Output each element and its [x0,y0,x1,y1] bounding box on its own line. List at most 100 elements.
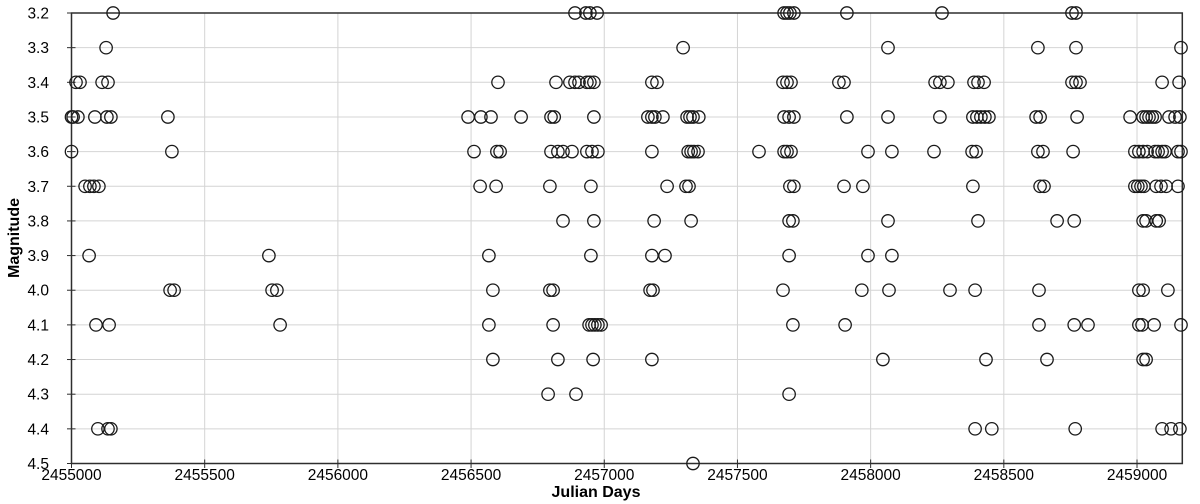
data-point [933,110,947,124]
y-tick-label: 4.1 [27,317,49,334]
data-point [1081,318,1095,332]
data-point [840,110,854,124]
data-point [1172,75,1186,90]
data-point [556,214,570,228]
data-point [1032,283,1046,298]
x-tick-label: 2457000 [574,467,635,484]
data-point [1136,214,1150,228]
data-point [1174,318,1188,332]
data-point [95,75,109,90]
data-point [73,75,87,90]
data-point [837,179,851,194]
data-point [588,318,602,332]
data-point [971,75,985,90]
data-point [984,421,999,436]
data-point [167,283,181,298]
data-point [583,6,597,20]
data-point [1040,352,1054,367]
data-point [968,283,982,298]
data-point [787,6,801,20]
data-point [1174,144,1188,159]
data-point [647,214,661,228]
data-point [580,144,594,159]
data-point [64,144,79,159]
data-point [679,179,693,194]
data-point [1031,144,1045,159]
data-point [861,144,875,159]
data-point [547,110,562,124]
data-point [660,179,674,194]
x-tick-label: 2455000 [41,467,102,484]
data-point [854,283,869,298]
x-tick-label: 2456000 [308,467,369,484]
data-point [99,40,113,55]
x-tick-label: 2457500 [707,467,768,484]
data-point [832,75,846,90]
data-point [1069,75,1083,90]
data-point [587,110,601,124]
data-point [1174,40,1188,55]
data-point [1132,318,1146,332]
data-point [1136,352,1150,367]
data-point [686,110,700,124]
data-point [787,110,801,124]
data-point [784,75,798,90]
data-point [776,283,790,298]
data-point [1065,6,1079,20]
data-point [546,318,560,332]
data-point [1173,110,1187,124]
data-point [1147,318,1161,332]
data-point [782,387,796,402]
data-point [69,75,83,90]
data-point [1073,75,1087,90]
data-point [270,283,284,298]
data-point [691,110,706,124]
data-point [1033,110,1047,124]
data-point [1171,179,1185,194]
data-point [584,248,598,263]
data-point [584,179,598,194]
data-point [1168,110,1182,124]
data-point [838,318,852,332]
data-point [977,75,991,90]
data-point [786,318,800,332]
data-point [687,144,701,159]
data-point [969,144,983,159]
data-point [161,110,175,124]
data-point [965,144,979,159]
data-point [543,179,557,194]
data-point [102,318,116,332]
data-point [982,110,996,124]
data-point [71,110,85,124]
data-point [656,110,670,124]
data-point [1136,283,1150,298]
data-point [840,6,854,20]
data-point [683,110,697,124]
data-point [1162,110,1176,124]
data-point [467,144,481,159]
data-point [974,110,988,124]
data-point [163,283,177,298]
data-point [776,75,790,90]
data-point [587,214,601,228]
data-point [486,283,500,298]
data-point [1069,40,1083,55]
data-point [583,75,597,90]
data-point [1130,179,1145,194]
data-point [1037,179,1051,194]
data-point [101,75,115,90]
data-point [104,110,118,124]
data-point [100,110,114,124]
data-point [1148,110,1162,124]
y-axis-title: Magnitude [6,198,23,278]
data-point [1148,144,1162,159]
data-point [1067,318,1082,332]
x-tick-label: 2456500 [441,467,502,484]
y-tick-label: 3.5 [27,109,49,126]
data-point [682,179,696,194]
data-point [1067,214,1082,228]
data-point [491,75,505,90]
data-point [1164,421,1178,436]
